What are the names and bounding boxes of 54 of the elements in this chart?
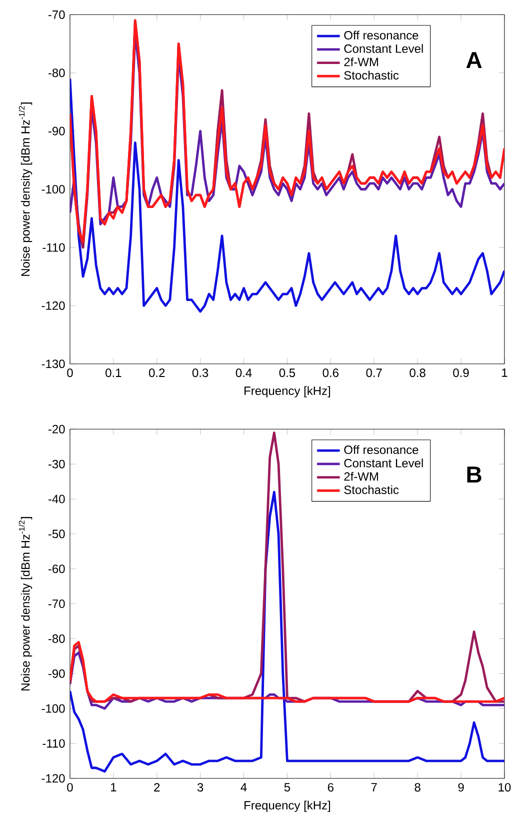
x-tick-label: 8 [414,783,420,792]
x-axis-title: Frequency [kHz] [244,800,330,812]
y-tick-label: -100 [42,704,65,713]
x-tick-label: 9 [458,783,464,792]
x-tick-label: 0.1 [106,368,122,378]
legend-label: Stochastic [344,485,399,494]
legend-label: Stochastic [344,70,399,80]
x-tick-label: 0.5 [279,368,296,378]
x-tick-label: 0.9 [453,368,469,378]
y-tick-label: -110 [42,243,65,252]
x-axis-title: Frequency [kHz] [244,386,330,398]
x-tick-label: 6 [328,783,334,792]
y-tick-label: -130 [42,360,65,368]
x-tick-label: 0.7 [366,368,382,378]
legend-label: 2f-WM [344,472,378,481]
x-tick-label: 10 [498,783,511,792]
y-tick-label: -80 [48,68,65,78]
x-tick-label: 0.3 [192,368,208,378]
x-tick-label: 0.8 [410,368,426,378]
x-tick-label: 2 [154,783,160,792]
y-tick-label: -90 [48,126,65,136]
legend-label: Off resonance [344,445,418,454]
y-tick-label: -70 [48,600,65,608]
x-tick-label: 0 [67,368,73,378]
x-tick-label: 0 [67,783,73,792]
legend-label: 2f-WM [344,57,378,66]
x-tick-label: 1 [111,783,116,792]
x-tick-label: 7 [371,783,377,792]
y-axis-title: Noise power density [dBm Hz$^{-1/2}$] [18,102,32,276]
annotation: B [467,466,482,482]
y-tick-label: -20 [48,424,65,434]
x-tick-label: 0.4 [236,368,252,378]
y-tick-label: -90 [48,669,65,678]
legend-label: Off resonance [344,30,418,40]
x-tick-label: 3 [198,783,204,792]
annotation: A [466,52,482,68]
x-tick-label: 0.6 [322,368,339,378]
y-tick-label: -110 [42,739,65,748]
y-tick-label: -30 [48,460,65,468]
y-tick-label: -120 [42,774,65,783]
y-tick-label: -80 [48,634,65,643]
y-tick-label: -100 [42,185,65,194]
x-tick-label: 0.2 [149,368,165,378]
y-tick-label: -70 [48,10,65,19]
y-tick-label: -60 [48,564,65,574]
y-tick-label: -50 [48,530,65,538]
y-tick-label: -120 [42,301,65,310]
x-tick-label: 4 [240,783,247,792]
legend-label: Constant Level [344,44,423,53]
y-axis-title: Noise power density [dBm Hz$^{-1/2}$] [18,517,32,690]
legend-label: Constant Level [344,458,423,468]
x-tick-label: 1 [502,368,508,377]
y-tick-label: -40 [48,494,65,504]
x-tick-label: 5 [284,783,290,792]
